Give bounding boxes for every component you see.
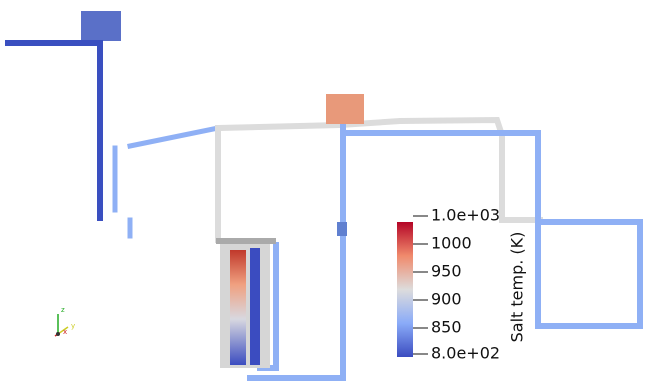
colorbar-label: 1.0e+03 [431, 206, 500, 225]
colorbar-label: 850 [431, 318, 462, 337]
origin [56, 332, 60, 336]
axis-label: z [61, 306, 65, 314]
tank [81, 11, 121, 41]
colorbar-label: 8.0e+02 [431, 344, 500, 363]
colorbar-label: 1000 [431, 234, 472, 253]
reactor-core [230, 250, 246, 365]
axis-label: x [63, 328, 67, 336]
pipe [8, 43, 100, 218]
reactor-lid [216, 238, 276, 244]
valve [337, 222, 347, 236]
colorbar-title: Salt temp. (K) [508, 232, 527, 343]
downcomer [250, 248, 260, 365]
axis-label: y [71, 322, 75, 330]
axes-triad: z x y [55, 306, 75, 336]
geometry [8, 11, 640, 378]
colorbar-label: 900 [431, 290, 462, 309]
viewport: 1.0e+03 1000 950 900 850 8.0e+02 Salt te… [0, 0, 650, 383]
colorbar-label: 950 [431, 262, 462, 281]
heat-exchanger [326, 94, 364, 124]
pipe [343, 125, 640, 326]
colorbar [397, 222, 413, 357]
colorbar-ticks [413, 216, 428, 354]
page: 1.0e+03 1000 950 900 850 8.0e+02 Salt te… [0, 0, 650, 383]
